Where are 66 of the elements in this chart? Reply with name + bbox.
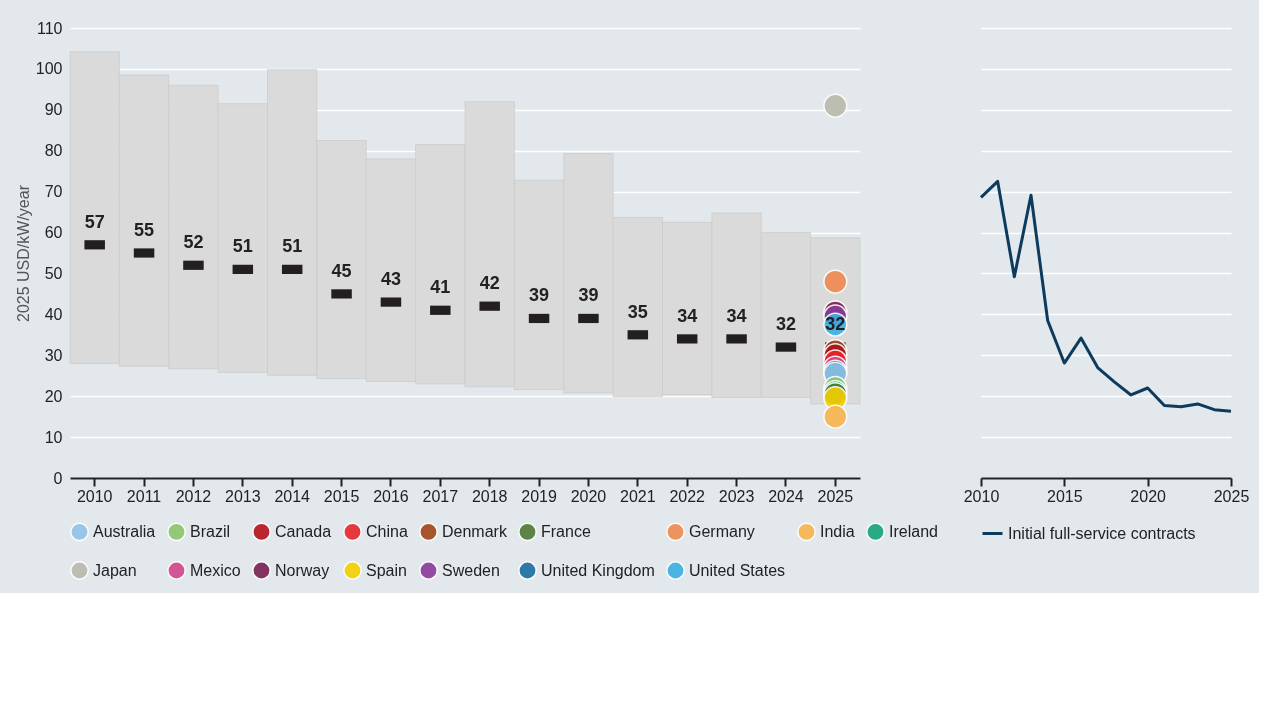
x-tick-label: 2011 — [126, 487, 162, 505]
y-tick-label: 0 — [53, 469, 63, 487]
x-tick-label: 2024 — [768, 487, 804, 505]
legend-label: United Kingdom — [541, 561, 655, 579]
x-tick-label: 2015 — [1047, 487, 1083, 505]
x-tick-label: 2018 — [471, 487, 508, 505]
x-tick-label: 2025 — [1213, 487, 1250, 505]
data-label: 32 — [775, 314, 796, 335]
legend-label: China — [366, 522, 408, 540]
x-tick-label: 2020 — [1130, 487, 1167, 505]
data-label: 45 — [331, 260, 352, 281]
y-tick-label: 30 — [44, 346, 63, 364]
y-tick-label: 10 — [44, 428, 63, 446]
legend-label: India — [820, 522, 855, 540]
legend-label: Mexico — [190, 561, 241, 579]
y-tick-label: 80 — [44, 142, 63, 160]
legend-label: Brazil — [190, 522, 231, 540]
y-tick-label: 50 — [44, 264, 63, 282]
x-tick-label: 2010 — [963, 487, 1000, 505]
x-tick-label: 2025 — [817, 487, 854, 505]
data-label: 39 — [529, 285, 550, 306]
x-tick-label: 2012 — [175, 487, 212, 505]
x-tick-label: 2021 — [620, 487, 656, 505]
data-label: 51 — [232, 236, 253, 257]
y-tick-label: 20 — [44, 387, 63, 405]
data-label: 39 — [578, 285, 599, 306]
x-tick-label: 2010 — [76, 487, 113, 505]
data-label: 43 — [380, 269, 401, 290]
legend-label: Spain — [366, 561, 407, 579]
x-tick-label: 2017 — [422, 487, 459, 505]
y-tick-label: 40 — [44, 305, 63, 323]
legend-label: Norway — [275, 561, 330, 579]
x-tick-label: 2020 — [570, 487, 607, 505]
legend-label: United States — [689, 561, 786, 579]
data-label: 41 — [430, 277, 451, 298]
legend-label: Ireland — [889, 522, 938, 540]
legend-label: Denmark — [442, 522, 508, 540]
data-label: 52 — [183, 232, 204, 253]
x-tick-label: 2019 — [521, 487, 557, 505]
data-label: 35 — [627, 301, 648, 322]
data-label: 51 — [282, 236, 303, 257]
data-label: 34 — [726, 305, 747, 326]
data-label: 32 — [825, 314, 846, 335]
y-tick-label: 90 — [44, 101, 63, 119]
legend-label: France — [541, 522, 591, 540]
data-label: 57 — [84, 211, 105, 232]
legend-label: Germany — [689, 522, 755, 540]
y-tick-label: 70 — [44, 183, 63, 201]
x-tick-label: 2013 — [225, 487, 261, 505]
legend-label: Canada — [275, 522, 332, 540]
x-tick-label: 2016 — [373, 487, 409, 505]
x-tick-label: 2015 — [323, 487, 360, 505]
x-tick-label: 2014 — [274, 487, 311, 505]
legend-label: Japan — [93, 561, 137, 579]
x-tick-label: 2022 — [669, 487, 706, 505]
data-label: 42 — [479, 273, 500, 294]
y-axis-title: 2025 USD/kW/year — [14, 184, 32, 322]
x-tick-label: 2023 — [718, 487, 755, 505]
legend-label: Australia — [93, 522, 156, 540]
legend-label: Sweden — [442, 561, 500, 579]
y-tick-label: 100 — [35, 60, 63, 78]
legend-label: Initial full-service contracts — [1008, 524, 1196, 542]
y-tick-label: 110 — [36, 19, 63, 37]
data-label: 55 — [134, 220, 155, 240]
data-label: 34 — [677, 305, 698, 326]
y-tick-label: 60 — [44, 224, 63, 242]
